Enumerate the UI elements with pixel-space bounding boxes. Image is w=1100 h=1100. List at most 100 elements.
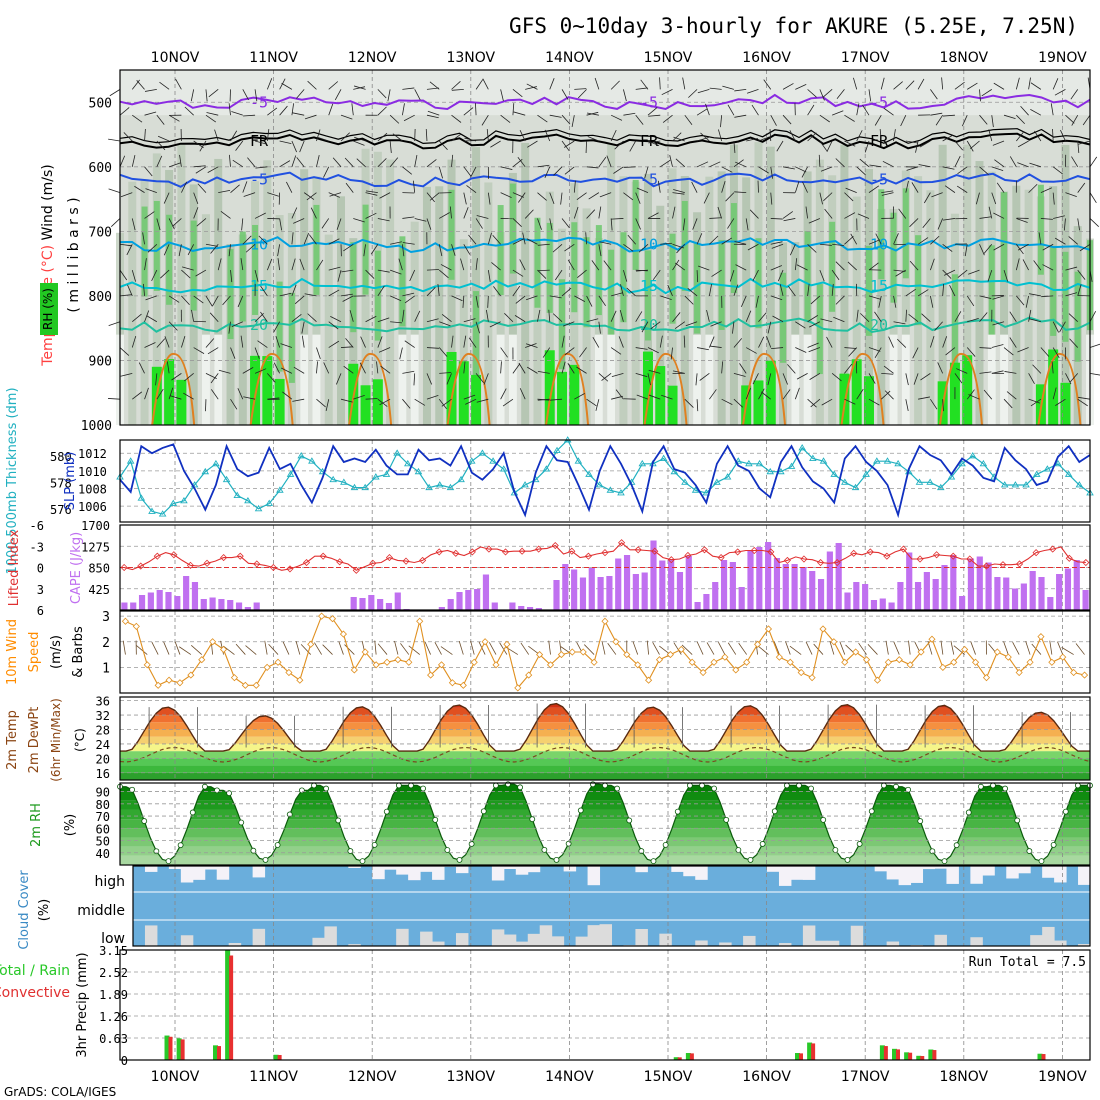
thickness-point xyxy=(777,467,785,475)
temp-tick-label: 24 xyxy=(96,738,110,752)
thickness-point xyxy=(446,483,455,491)
rh-column xyxy=(410,221,419,425)
wind-barb xyxy=(893,129,896,142)
wind-barb xyxy=(449,206,452,219)
cloud-low-bar xyxy=(396,928,409,946)
lifted-index-point xyxy=(501,548,510,556)
wind-barb xyxy=(332,157,342,168)
temp-tick-label: 36 xyxy=(96,695,110,709)
cape-contour xyxy=(742,352,787,426)
thickness-point xyxy=(286,470,295,477)
wind-barb xyxy=(205,295,213,307)
wind-barb xyxy=(770,166,773,179)
rh-band xyxy=(120,809,1090,820)
wind-barb xyxy=(992,295,1005,300)
wind-barb xyxy=(767,373,772,386)
rh-moist-column xyxy=(780,272,787,363)
thickness-point xyxy=(585,470,593,477)
rh-moist-column xyxy=(988,245,995,336)
thickness-point xyxy=(713,478,721,485)
wind-barb xyxy=(819,269,825,282)
wind-barb-10m xyxy=(607,642,617,655)
wind-speed-point xyxy=(655,656,664,664)
wind-barb xyxy=(343,243,354,252)
wind-barb xyxy=(746,347,757,354)
cape-bar xyxy=(747,550,754,610)
cloud-low-bar xyxy=(432,941,445,946)
wind-barb xyxy=(390,241,402,245)
wind-barb xyxy=(163,244,170,256)
wind-barb-10m xyxy=(718,641,726,655)
wind-barb xyxy=(230,270,233,283)
rh-point xyxy=(1002,785,1009,792)
cape-bar xyxy=(959,596,966,610)
cape-bar xyxy=(765,542,772,610)
wind-barb xyxy=(979,347,992,349)
wind-barb xyxy=(696,161,709,168)
rh-moist-column xyxy=(313,204,320,295)
wind-barb xyxy=(243,114,256,117)
wind-barb xyxy=(696,108,708,116)
cape-bar xyxy=(862,584,869,610)
wind-barb xyxy=(377,106,387,116)
rh-moist-column xyxy=(902,188,909,279)
wind-barb xyxy=(519,259,526,271)
wind-speed-point xyxy=(219,645,228,654)
wind-barb xyxy=(636,187,649,194)
wind-barb xyxy=(592,336,600,348)
wind-barb-10m xyxy=(151,641,159,655)
wind-barb xyxy=(991,166,1004,172)
wind-barb xyxy=(175,78,182,90)
wind-barb xyxy=(490,140,501,148)
wind-barb xyxy=(911,182,919,193)
wind-speed-point xyxy=(1026,658,1034,666)
wind-barb xyxy=(648,394,661,400)
wind-barb xyxy=(1028,373,1035,385)
wind-barb xyxy=(403,114,415,122)
wind-barb xyxy=(267,397,280,400)
wind-barb xyxy=(660,242,673,245)
thickness-point xyxy=(702,489,711,496)
wind-barb xyxy=(193,165,206,168)
wind-barb xyxy=(342,295,354,302)
wind-barb xyxy=(195,269,207,277)
rh-moist-column xyxy=(546,222,553,313)
wind-barb xyxy=(334,89,342,101)
cloud-low-bar xyxy=(348,944,361,946)
cape-bar xyxy=(1073,560,1080,610)
wind-barb xyxy=(721,398,733,405)
li-tick-label: -3 xyxy=(30,540,44,554)
panel-frame xyxy=(119,782,1091,866)
wind-barb xyxy=(586,318,599,323)
wind-barb xyxy=(929,295,934,308)
wind-axis-label: (m/s) xyxy=(49,635,64,669)
date-label-top: 19NOV xyxy=(1038,50,1087,66)
cloud-high-bar xyxy=(348,866,361,868)
rh-moist-column xyxy=(694,243,701,334)
wind-barb xyxy=(267,192,279,197)
wind-barb xyxy=(500,89,504,102)
wind-barb xyxy=(1079,243,1091,252)
cape-bar xyxy=(712,582,719,610)
wind-barb xyxy=(720,115,723,128)
wind-barb xyxy=(365,192,378,196)
cloud-high-bar xyxy=(635,866,648,873)
rh-dry-column xyxy=(214,334,223,425)
rh-moist-column xyxy=(190,220,197,311)
wind-barb xyxy=(475,103,477,116)
wind-barb xyxy=(917,237,929,245)
cloud-high-bar xyxy=(455,866,469,874)
wind-barb xyxy=(377,336,383,348)
wind-barb xyxy=(328,289,340,297)
wind-barb xyxy=(745,387,751,400)
wind-barb xyxy=(466,185,477,193)
temp-band xyxy=(120,772,1090,780)
wind-barb xyxy=(1065,266,1078,271)
wind-barb xyxy=(687,288,698,297)
wind-barb xyxy=(390,321,403,324)
wind-barb xyxy=(476,215,489,219)
wind-barb xyxy=(512,238,524,245)
wind-barb xyxy=(155,373,158,386)
wind-barb xyxy=(156,140,166,151)
thickness-point xyxy=(691,486,700,493)
